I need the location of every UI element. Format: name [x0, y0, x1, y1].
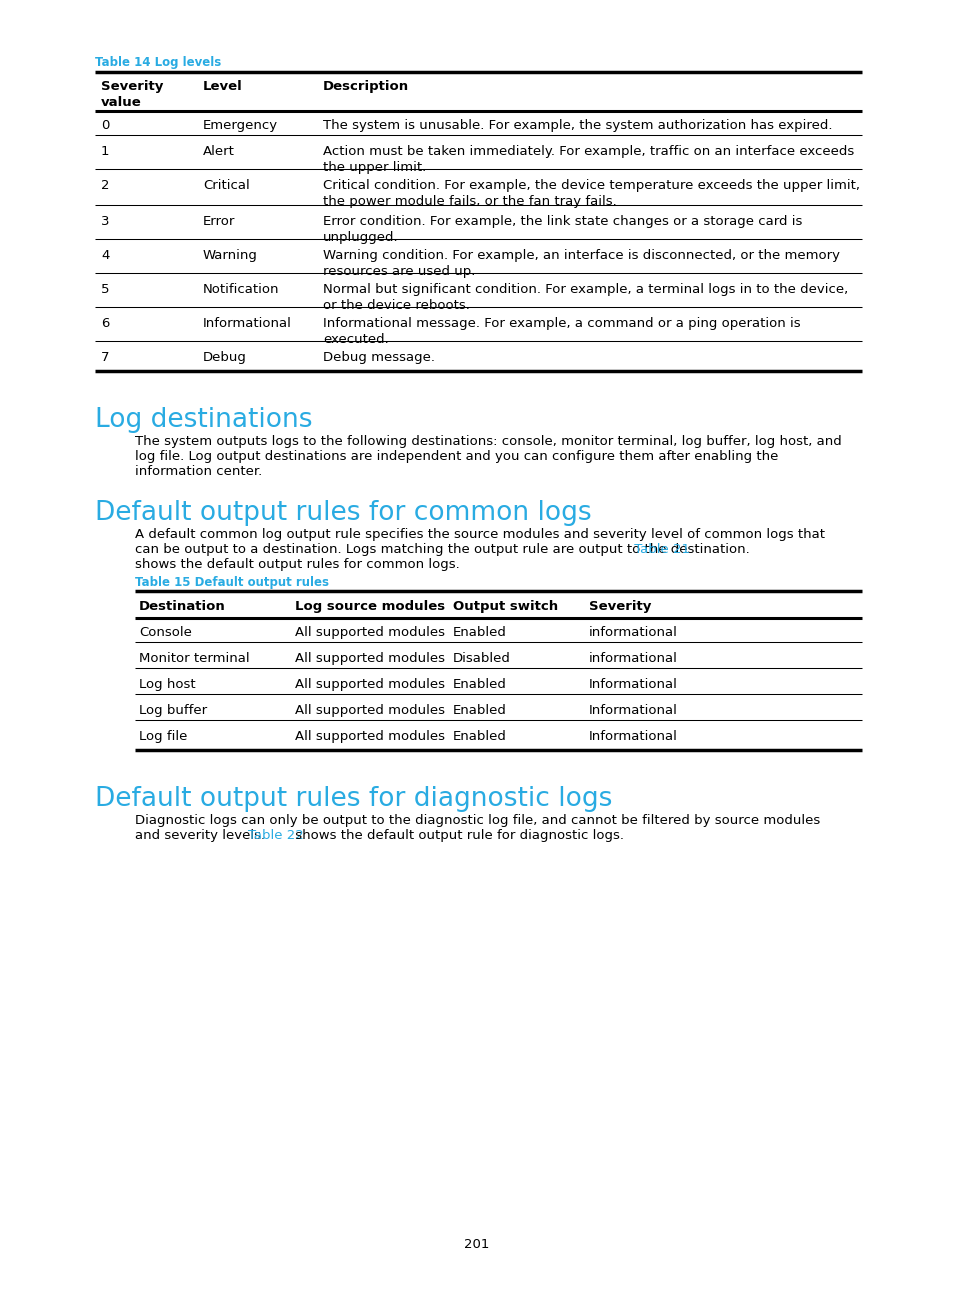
Text: and severity levels.: and severity levels.	[135, 829, 269, 842]
Text: Enabled: Enabled	[453, 704, 506, 717]
Text: Default output rules for common logs: Default output rules for common logs	[95, 500, 591, 526]
Text: Informational: Informational	[588, 704, 678, 717]
Text: Enabled: Enabled	[453, 730, 506, 743]
Text: Log destinations: Log destinations	[95, 407, 313, 433]
Text: Severity: Severity	[588, 600, 651, 613]
Text: 201: 201	[464, 1238, 489, 1251]
Text: Enabled: Enabled	[453, 626, 506, 639]
Text: informational: informational	[588, 626, 678, 639]
Text: information center.: information center.	[135, 465, 262, 478]
Text: 0: 0	[101, 119, 110, 132]
Text: Severity
value: Severity value	[101, 80, 163, 109]
Text: Emergency: Emergency	[203, 119, 278, 132]
Text: Enabled: Enabled	[453, 678, 506, 691]
Text: Level: Level	[203, 80, 242, 93]
Text: Log source modules: Log source modules	[294, 600, 445, 613]
Text: 2: 2	[101, 179, 110, 192]
Text: Informational: Informational	[588, 678, 678, 691]
Text: Critical: Critical	[203, 179, 250, 192]
Text: Disabled: Disabled	[453, 652, 511, 665]
Text: Critical condition. For example, the device temperature exceeds the upper limit,: Critical condition. For example, the dev…	[323, 179, 859, 207]
Text: 3: 3	[101, 215, 110, 228]
Text: Destination: Destination	[139, 600, 226, 613]
Text: log file. Log output destinations are independent and you can configure them aft: log file. Log output destinations are in…	[135, 450, 778, 463]
Text: 6: 6	[101, 318, 110, 330]
Text: All supported modules: All supported modules	[294, 626, 444, 639]
Text: Informational: Informational	[203, 318, 292, 330]
Text: Notification: Notification	[203, 283, 279, 295]
Text: shows the default output rule for diagnostic logs.: shows the default output rule for diagno…	[291, 829, 623, 842]
Text: Informational message. For example, a command or a ping operation is
executed.: Informational message. For example, a co…	[323, 318, 800, 346]
Text: Action must be taken immediately. For example, traffic on an interface exceeds
t: Action must be taken immediately. For ex…	[323, 145, 853, 174]
Text: Console: Console	[139, 626, 192, 639]
Text: The system outputs logs to the following destinations: console, monitor terminal: The system outputs logs to the following…	[135, 435, 841, 448]
Text: All supported modules: All supported modules	[294, 730, 444, 743]
Text: 5: 5	[101, 283, 110, 295]
Text: All supported modules: All supported modules	[294, 704, 444, 717]
Text: Warning condition. For example, an interface is disconnected, or the memory
reso: Warning condition. For example, an inter…	[323, 249, 840, 279]
Text: Default output rules for diagnostic logs: Default output rules for diagnostic logs	[95, 785, 612, 813]
Text: 7: 7	[101, 351, 110, 364]
Text: informational: informational	[588, 652, 678, 665]
Text: Log file: Log file	[139, 730, 187, 743]
Text: Table 14 Log levels: Table 14 Log levels	[95, 56, 221, 69]
Text: Warning: Warning	[203, 249, 257, 262]
Text: can be output to a destination. Logs matching the output rule are output to the : can be output to a destination. Logs mat…	[135, 543, 749, 556]
Text: Output switch: Output switch	[453, 600, 558, 613]
Text: The system is unusable. For example, the system authorization has expired.: The system is unusable. For example, the…	[323, 119, 832, 132]
Text: Error: Error	[203, 215, 235, 228]
Text: Error condition. For example, the link state changes or a storage card is
unplug: Error condition. For example, the link s…	[323, 215, 801, 244]
Text: shows the default output rules for common logs.: shows the default output rules for commo…	[135, 559, 459, 572]
Text: Alert: Alert	[203, 145, 234, 158]
Text: Description: Description	[323, 80, 409, 93]
Text: Debug: Debug	[203, 351, 247, 364]
Text: 4: 4	[101, 249, 110, 262]
Text: All supported modules: All supported modules	[294, 678, 444, 691]
Text: Normal but significant condition. For example, a terminal logs in to the device,: Normal but significant condition. For ex…	[323, 283, 847, 312]
Text: Table 15 Default output rules: Table 15 Default output rules	[135, 575, 329, 588]
Text: 1: 1	[101, 145, 110, 158]
Text: Log buffer: Log buffer	[139, 704, 207, 717]
Text: Diagnostic logs can only be output to the diagnostic log file, and cannot be fil: Diagnostic logs can only be output to th…	[135, 814, 820, 827]
Text: Table 22: Table 22	[248, 829, 303, 842]
Text: A default common log output rule specifies the source modules and severity level: A default common log output rule specifi…	[135, 527, 824, 540]
Text: Log host: Log host	[139, 678, 195, 691]
Text: Debug message.: Debug message.	[323, 351, 435, 364]
Text: Table 21: Table 21	[629, 543, 689, 556]
Text: Monitor terminal: Monitor terminal	[139, 652, 250, 665]
Text: All supported modules: All supported modules	[294, 652, 444, 665]
Text: Informational: Informational	[588, 730, 678, 743]
